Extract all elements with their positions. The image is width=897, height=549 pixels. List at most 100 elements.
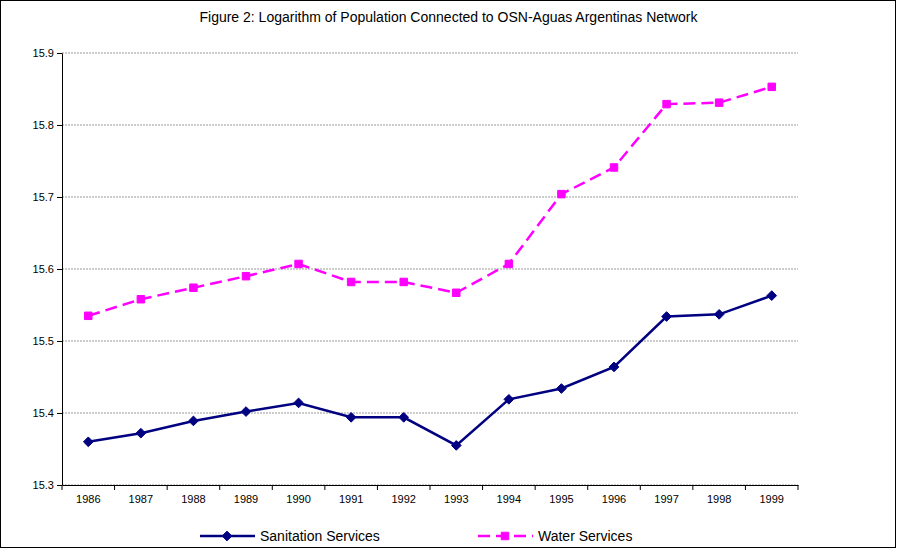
grid-line xyxy=(62,413,798,414)
x-axis: 1986 1987 1988 1989 1990 1991 1992 1993 1994 1995… xyxy=(62,485,799,505)
legend-item: Sanitation Services xyxy=(200,528,380,544)
y-tick-mark xyxy=(57,485,62,486)
series-marker xyxy=(662,312,672,322)
series-marker xyxy=(451,441,461,451)
series-marker xyxy=(504,394,514,404)
y-tick-label: 15.5 xyxy=(33,335,54,347)
legend-marker xyxy=(501,532,508,539)
grid-line xyxy=(62,341,798,342)
x-tick: 1991 xyxy=(339,485,363,505)
y-axis-line xyxy=(62,54,63,486)
series-marker xyxy=(85,312,92,319)
x-boundary-tick xyxy=(324,485,325,490)
y-tick-label: 15.6 xyxy=(33,263,54,275)
y-tick: 15.4 xyxy=(33,407,62,419)
x-tick-label: 1995 xyxy=(549,493,573,505)
x-tick: 1987 xyxy=(129,485,153,505)
x-tick: 1996 xyxy=(602,485,626,505)
x-tick-label: 1998 xyxy=(707,493,731,505)
y-tick-label: 15.3 xyxy=(33,479,54,491)
series-marker xyxy=(136,428,146,438)
series-marker xyxy=(83,437,93,447)
y-tick: 15.5 xyxy=(33,335,62,347)
x-boundary-tick xyxy=(62,485,63,490)
series-marker xyxy=(610,164,617,171)
series-marker xyxy=(557,384,567,394)
series-marker xyxy=(137,295,144,302)
series-marker xyxy=(347,278,354,285)
x-tick: 1997 xyxy=(654,485,678,505)
y-tick: 15.7 xyxy=(33,191,62,203)
series-line xyxy=(88,87,771,316)
chart: Figure 2: Logarithm of Population Connec… xyxy=(0,0,897,549)
y-tick-mark xyxy=(57,269,62,270)
x-boundary-tick xyxy=(535,485,536,490)
y-tick: 15.8 xyxy=(33,119,62,131)
y-axis: 15.3 15.4 15.5 15.6 15.7 15.8 15.9 xyxy=(33,47,63,491)
series-marker xyxy=(558,190,565,197)
series-marker xyxy=(190,284,197,291)
x-tick: 1989 xyxy=(234,485,258,505)
series-line xyxy=(88,296,771,446)
x-boundary-tick xyxy=(640,485,641,490)
grid xyxy=(62,53,798,485)
plot: 15.3 15.4 15.5 15.6 15.7 15.8 15.9 1986 1987 1988… xyxy=(33,47,799,505)
y-tick-label: 15.9 xyxy=(33,47,54,59)
x-tick: 1998 xyxy=(707,485,731,505)
series-marker xyxy=(189,416,199,426)
x-tick-label: 1989 xyxy=(234,493,258,505)
series-markers xyxy=(83,291,776,450)
series-marker xyxy=(346,412,356,422)
x-boundary-tick xyxy=(482,485,483,490)
y-tick-mark xyxy=(57,341,62,342)
x-tick-label: 1987 xyxy=(129,493,153,505)
x-tick-label: 1990 xyxy=(286,493,310,505)
series-markers xyxy=(85,83,776,319)
series-marker xyxy=(768,83,775,90)
series-marker xyxy=(505,260,512,267)
x-tick: 1992 xyxy=(391,485,415,505)
x-boundary-ticks xyxy=(62,485,798,490)
x-tick: 1988 xyxy=(181,485,205,505)
grid-line xyxy=(62,125,798,126)
x-tick: 1986 xyxy=(76,485,100,505)
x-tick: 1995 xyxy=(549,485,573,505)
x-boundary-tick xyxy=(272,485,273,490)
series-marker xyxy=(453,289,460,296)
x-tick: 1999 xyxy=(759,485,783,505)
grid-line xyxy=(62,53,798,54)
x-boundary-tick xyxy=(798,485,799,490)
x-boundary-tick xyxy=(587,485,588,490)
legend-label: Sanitation Services xyxy=(260,528,380,544)
x-tick-label: 1996 xyxy=(602,493,626,505)
frame xyxy=(1,1,896,548)
x-tick-label: 1986 xyxy=(76,493,100,505)
series-marker xyxy=(294,398,304,408)
y-tick-label: 15.7 xyxy=(33,191,54,203)
x-boundary-tick xyxy=(167,485,168,490)
series-marker xyxy=(295,260,302,267)
x-tick-label: 1992 xyxy=(391,493,415,505)
legend-item: Water Services xyxy=(478,528,632,544)
series-marker xyxy=(714,310,724,320)
y-tick-mark xyxy=(57,125,62,126)
y-tick-label: 15.8 xyxy=(33,119,54,131)
x-boundary-tick xyxy=(377,485,378,490)
title: Figure 2: Logarithm of Population Connec… xyxy=(199,9,698,25)
legend: Sanitation Services Water Services xyxy=(200,528,632,544)
x-tick: 1990 xyxy=(286,485,310,505)
marks xyxy=(83,83,776,450)
series-marker xyxy=(400,278,407,285)
x-tick-label: 1993 xyxy=(444,493,468,505)
y-tick-mark xyxy=(57,53,62,54)
x-boundary-tick xyxy=(745,485,746,490)
x-tick: 1993 xyxy=(444,485,468,505)
grid-line xyxy=(62,269,798,270)
legend-marker xyxy=(222,531,232,541)
series-marker xyxy=(399,412,409,422)
series-marker xyxy=(767,291,777,301)
y-tick-label: 15.4 xyxy=(33,407,54,419)
y-tick-mark xyxy=(57,197,62,198)
x-tick-label: 1994 xyxy=(497,493,521,505)
x-tick-label: 1991 xyxy=(339,493,363,505)
